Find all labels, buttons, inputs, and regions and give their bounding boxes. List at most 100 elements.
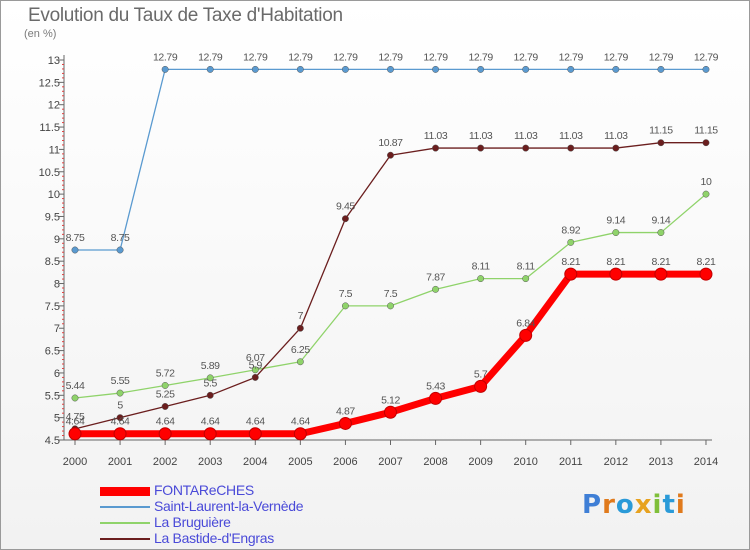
data-label: 5.43 [426, 380, 445, 392]
data-point [657, 65, 665, 73]
x-tick-label: 2013 [649, 456, 673, 468]
data-point [113, 427, 127, 441]
data-label: 12.79 [243, 51, 268, 63]
data-point [161, 65, 169, 73]
data-label: 12.79 [288, 51, 313, 63]
data-point [477, 65, 485, 73]
x-tick-label: 2011 [559, 456, 583, 468]
data-point [702, 65, 710, 73]
data-point [612, 65, 620, 73]
data-label: 6.25 [291, 344, 310, 356]
y-tick-label: 10 [48, 189, 60, 201]
chart-title: Evolution du Taux de Taxe d'Habitation [28, 5, 343, 26]
data-label: 12.79 [604, 51, 629, 63]
data-point [161, 382, 169, 389]
data-label: 12.79 [649, 51, 674, 63]
legend-swatch [100, 522, 150, 524]
data-label: 7.87 [426, 271, 445, 283]
data-label: 5.12 [381, 394, 400, 406]
data-label: 5 [117, 400, 123, 412]
data-label: 8.75 [111, 232, 130, 244]
legend-label: La Bastide-d'Engras [154, 530, 274, 546]
data-point [206, 65, 214, 73]
x-tick-label: 2005 [288, 456, 312, 468]
y-tick-label: 5 [54, 413, 60, 425]
y-tick-label: 6.5 [45, 346, 60, 358]
data-point [296, 65, 304, 73]
data-label: 4.64 [111, 416, 130, 428]
data-label: 6.07 [246, 352, 265, 364]
data-label: 11.03 [424, 130, 448, 142]
data-point [429, 391, 443, 405]
x-tick-label: 2008 [423, 456, 447, 468]
x-tick-label: 2002 [153, 456, 177, 468]
data-point [341, 215, 349, 223]
y-tick-label: 5.5 [45, 390, 60, 402]
data-label: 11.03 [559, 130, 583, 142]
data-point [251, 65, 259, 73]
legend-label: La Bruguière [154, 514, 231, 530]
data-point [567, 65, 575, 73]
data-label: 9.45 [336, 201, 355, 213]
data-point [206, 391, 214, 399]
data-label: 8.21 [697, 256, 716, 268]
y-tick-label: 9.5 [45, 211, 60, 223]
y-tick-label: 12 [48, 100, 60, 112]
proxiti-logo: Proxiti [582, 490, 686, 520]
data-point [564, 267, 578, 281]
data-label: 10 [701, 176, 712, 188]
data-point [68, 427, 82, 441]
data-label: 11.03 [514, 130, 538, 142]
x-tick-label: 2006 [333, 456, 357, 468]
data-point [522, 65, 530, 73]
data-label: 4.64 [246, 416, 265, 428]
data-label: 4.87 [336, 405, 355, 417]
data-label: 12.79 [333, 51, 358, 63]
data-point [477, 275, 485, 283]
data-point [251, 366, 259, 374]
data-point [296, 324, 304, 332]
data-point [248, 427, 262, 441]
data-label: 8.21 [651, 256, 670, 268]
series-line [74, 142, 707, 430]
x-tick-label: 2004 [243, 456, 267, 468]
data-point [474, 379, 488, 393]
y-tick-label: 4.5 [45, 435, 60, 447]
data-point [251, 373, 259, 381]
y-tick-label: 11.5 [39, 122, 60, 134]
data-label: 7.5 [339, 288, 353, 300]
data-point [654, 267, 668, 281]
data-label: 12.79 [198, 51, 223, 63]
data-point [567, 238, 575, 246]
data-point [657, 139, 665, 147]
data-label: 5.5 [204, 377, 218, 389]
data-label: 12.79 [423, 51, 448, 63]
data-label: 11.15 [649, 125, 673, 137]
data-label: 6.84 [516, 317, 535, 329]
data-label: 11.03 [469, 130, 493, 142]
data-point [432, 285, 440, 293]
y-tick-label: 9 [54, 234, 60, 246]
y-tick-label: 12.5 [39, 77, 60, 89]
legend-label: FONTAReCHES [154, 482, 254, 498]
y-tick-label: 11 [49, 144, 60, 156]
data-label: 12.79 [153, 51, 178, 63]
data-label: 5.9 [249, 359, 263, 371]
data-point [699, 267, 713, 281]
data-label: 8.21 [606, 256, 625, 268]
data-point [71, 246, 79, 254]
data-point [477, 144, 485, 152]
data-point [206, 374, 214, 382]
x-tick-label: 2012 [604, 456, 628, 468]
data-point [522, 275, 530, 283]
data-label: 4.64 [201, 416, 220, 428]
x-tick-label: 2009 [468, 456, 492, 468]
legend-swatch [100, 487, 150, 496]
data-point [296, 358, 304, 366]
data-point [158, 427, 172, 441]
data-point [116, 414, 124, 422]
data-label: 9.14 [606, 215, 625, 227]
data-label: 8.11 [517, 261, 536, 273]
legend-swatch [100, 538, 150, 540]
data-point [432, 144, 440, 152]
